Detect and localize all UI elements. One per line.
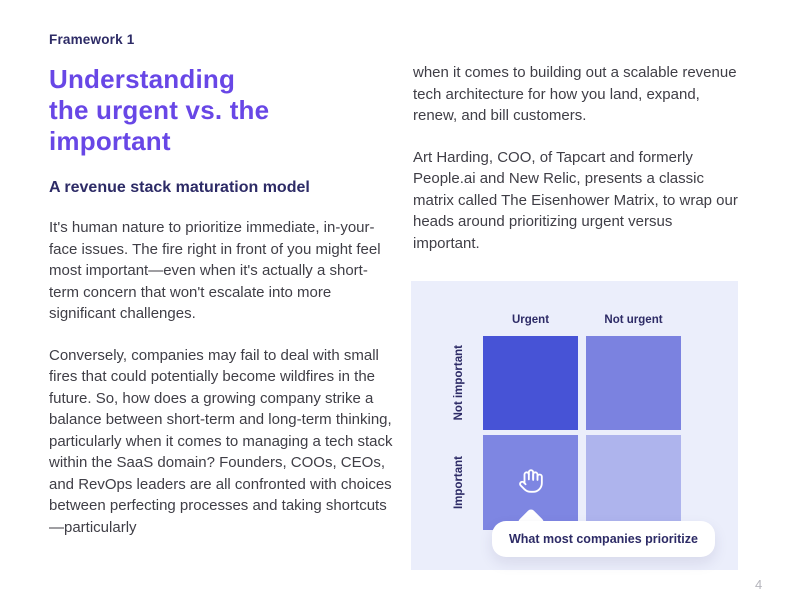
- quadrant-urgent-not-important: [483, 336, 578, 430]
- matrix-col-header-not-urgent: Not urgent: [604, 314, 663, 326]
- page-subtitle: A revenue stack maturation model: [49, 179, 310, 196]
- right-column: when it comes to building out a scalable…: [413, 62, 743, 254]
- framework-kicker: Framework 1: [49, 32, 135, 47]
- matrix-row-header-not-important: Not important: [453, 345, 465, 421]
- matrix-row-header-important: Important: [453, 455, 465, 510]
- eisenhower-matrix-panel: Urgent Not urgent Not important Importan…: [411, 281, 738, 570]
- page-title: Understanding the urgent vs. the importa…: [49, 64, 270, 156]
- quadrant-not-urgent-not-important: [586, 336, 681, 430]
- page-number: 4: [755, 577, 763, 592]
- matrix-col-header-urgent: Urgent: [511, 314, 550, 326]
- quadrant-not-urgent-important: [586, 435, 681, 530]
- left-column: Framework 1 Understanding the urgent vs.…: [49, 32, 396, 538]
- body-paragraph: when it comes to building out a scalable…: [413, 64, 737, 124]
- body-paragraph: It's human nature to prioritize immediat…: [49, 219, 381, 322]
- body-paragraph: Art Harding, COO, of Tapcart and formerl…: [413, 148, 738, 252]
- callout-what-companies-prioritize: What most companies prioritize: [492, 521, 715, 557]
- body-paragraph: Conversely, companies may fail to deal w…: [49, 346, 393, 536]
- hand-icon: [518, 468, 544, 494]
